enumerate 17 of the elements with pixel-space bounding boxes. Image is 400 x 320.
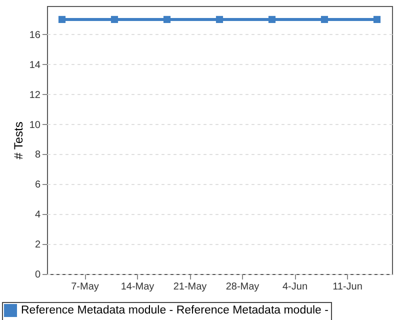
y-tick-label: 10 <box>29 120 41 131</box>
x-tick-label: 14-May <box>120 282 154 292</box>
y-tick-label: 6 <box>34 180 41 191</box>
legend-label: Reference Metadata module - Reference Metadata module - <box>21 304 329 316</box>
y-tick-label: 16 <box>29 30 41 41</box>
y-tick-label: 0 <box>34 270 41 280</box>
y-tick-label: 14 <box>29 60 41 71</box>
x-tick-label: 21-May <box>173 282 207 292</box>
x-tick-label: 4-Jun <box>282 282 308 292</box>
y-tick-label: 8 <box>34 150 41 161</box>
y-tick-label: 2 <box>34 240 41 251</box>
x-tick-label: 11-Jun <box>332 282 362 292</box>
y-axis-title: # Tests <box>11 122 26 160</box>
x-tick-label: 7-May <box>71 282 99 292</box>
x-tick-label: 28-May <box>226 282 260 292</box>
y-tick-label: 4 <box>34 210 41 221</box>
y-tick-label: 12 <box>29 90 41 101</box>
